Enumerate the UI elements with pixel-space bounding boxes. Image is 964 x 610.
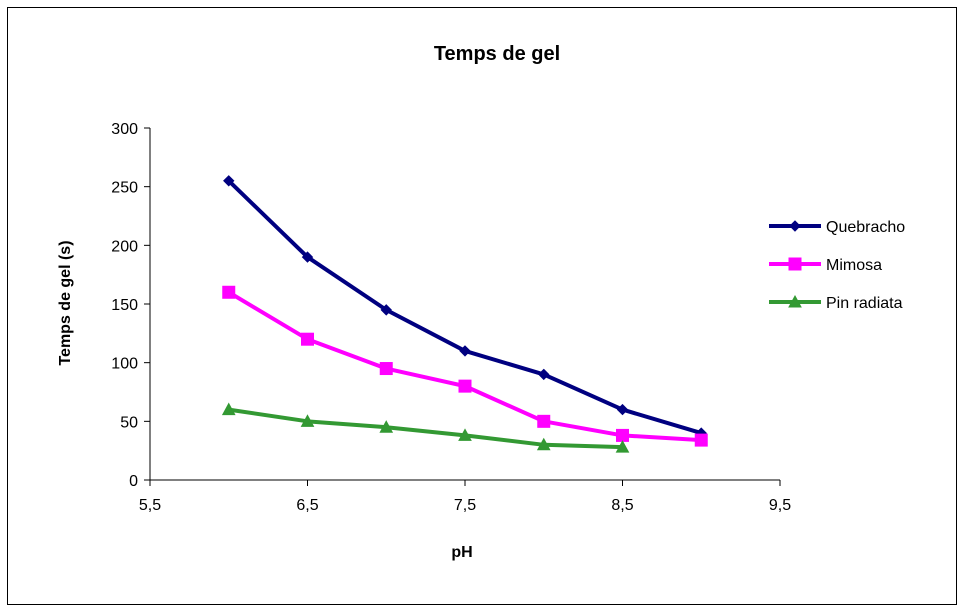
legend-marker [788, 294, 802, 308]
y-tick-label: 300 [111, 121, 138, 138]
legend-label: Quebracho [826, 219, 905, 236]
data-point [223, 175, 235, 187]
legend-item: Quebracho [769, 219, 905, 236]
x-tick-label: 6,5 [296, 497, 318, 514]
data-point [616, 428, 629, 442]
series-pin-radiata [221, 402, 630, 453]
data-point [458, 428, 472, 441]
data-point [536, 437, 551, 451]
y-tick-label: 150 [111, 297, 138, 314]
data-point [300, 414, 315, 427]
y-tick-label: 100 [111, 356, 138, 373]
data-point [222, 285, 236, 299]
series-layer [221, 175, 708, 453]
data-point [301, 251, 314, 263]
data-point [459, 345, 471, 357]
y-axis-title: Temps de gel (s) [57, 240, 74, 365]
data-point [615, 440, 630, 453]
legend: Quebracho Mimosa Pin radiata [769, 219, 905, 312]
chart-title: Temps de gel [434, 43, 560, 65]
x-tick-label: 5,5 [139, 497, 161, 514]
legend-item: Mimosa [769, 257, 882, 274]
y-tick-label: 0 [129, 473, 138, 490]
series-mimosa [222, 285, 708, 447]
legend-item: Pin radiata [769, 294, 903, 312]
x-axis-title: pH [451, 544, 472, 561]
data-point [694, 433, 708, 447]
legend-label: Mimosa [826, 257, 882, 274]
data-point [301, 332, 314, 346]
data-point [616, 403, 629, 416]
data-point [379, 362, 393, 376]
x-tick-label: 8,5 [611, 497, 633, 514]
x-tick-label: 7,5 [454, 497, 476, 514]
series-line [228, 407, 623, 450]
y-tick-label: 50 [120, 414, 138, 431]
axes: 0 50 100 150 200 250 300 5,5 6,5 7,5 8,5 9,5 [111, 121, 791, 514]
series-quebracho [223, 175, 707, 439]
y-tick-label: 250 [111, 180, 138, 197]
legend-marker [789, 220, 801, 232]
y-tick-label: 200 [111, 238, 138, 255]
x-tick-label: 9,5 [769, 497, 791, 514]
data-point [538, 368, 550, 381]
legend-marker [788, 257, 802, 271]
data-point [458, 379, 472, 393]
data-point [379, 420, 394, 433]
legend-label: Pin radiata [826, 295, 903, 312]
data-point [380, 304, 392, 316]
data-point [221, 402, 236, 416]
data-point [537, 414, 551, 428]
